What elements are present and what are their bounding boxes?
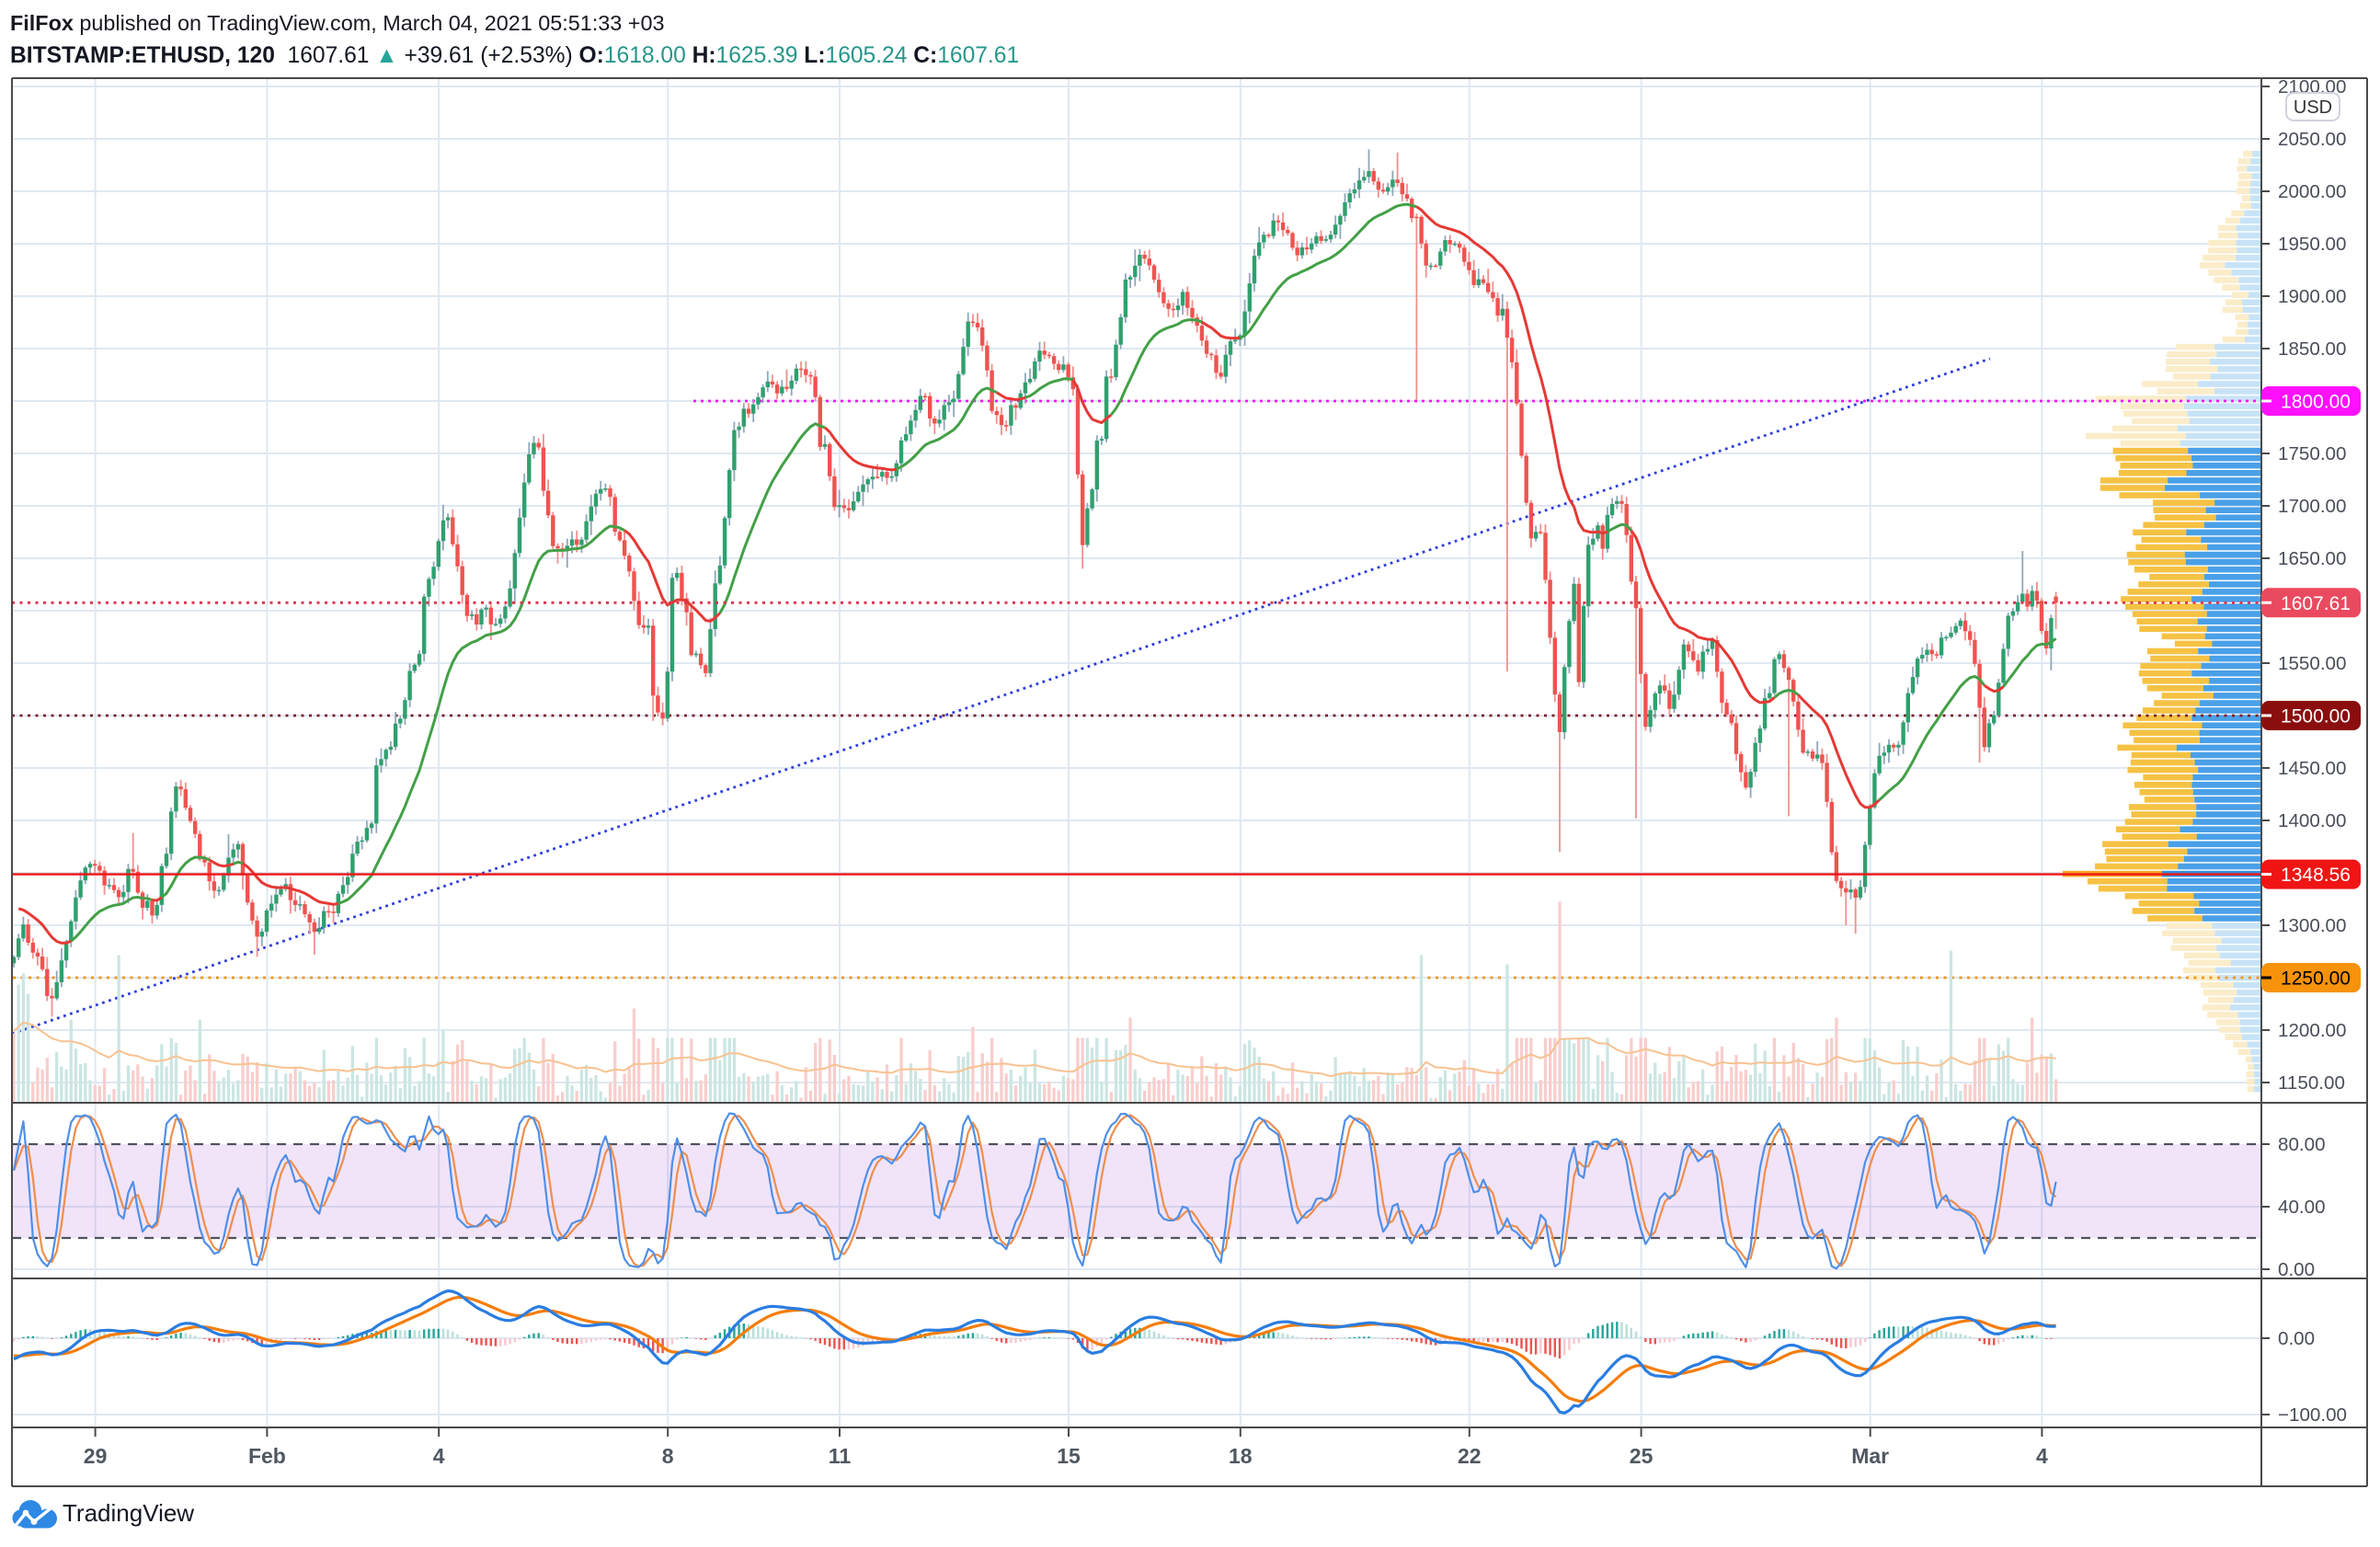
- svg-text:29: 29: [84, 1444, 108, 1468]
- svg-text:1300.00: 1300.00: [2278, 915, 2346, 936]
- svg-text:1550.00: 1550.00: [2278, 653, 2346, 674]
- svg-text:1950.00: 1950.00: [2278, 234, 2346, 255]
- svg-text:1900.00: 1900.00: [2278, 286, 2346, 307]
- svg-text:1348.56: 1348.56: [2281, 865, 2351, 886]
- svg-text:11: 11: [829, 1444, 852, 1468]
- svg-text:Mar: Mar: [1851, 1444, 1889, 1468]
- svg-text:−100.00: −100.00: [2278, 1404, 2347, 1426]
- svg-text:USD: USD: [2294, 97, 2332, 118]
- svg-text:80.00: 80.00: [2278, 1134, 2326, 1155]
- svg-text:1500.00: 1500.00: [2281, 706, 2351, 728]
- svg-text:0.00: 0.00: [2278, 1259, 2315, 1280]
- svg-text:0.00: 0.00: [2278, 1328, 2315, 1349]
- svg-text:4: 4: [433, 1444, 445, 1468]
- svg-text:1800.00: 1800.00: [2281, 392, 2351, 413]
- svg-text:2050.00: 2050.00: [2278, 129, 2346, 150]
- svg-text:40.00: 40.00: [2278, 1197, 2326, 1218]
- svg-text:Feb: Feb: [248, 1444, 286, 1468]
- svg-text:1607.61: 1607.61: [2281, 593, 2351, 614]
- svg-text:1250.00: 1250.00: [2281, 968, 2351, 990]
- svg-text:1650.00: 1650.00: [2278, 548, 2346, 569]
- svg-text:1450.00: 1450.00: [2278, 758, 2346, 779]
- svg-text:1400.00: 1400.00: [2278, 810, 2346, 831]
- svg-text:8: 8: [662, 1444, 674, 1468]
- svg-text:2000.00: 2000.00: [2278, 181, 2346, 202]
- svg-text:1150.00: 1150.00: [2278, 1072, 2345, 1094]
- svg-text:1850.00: 1850.00: [2278, 338, 2346, 360]
- svg-text:18: 18: [1229, 1444, 1253, 1468]
- svg-text:1700.00: 1700.00: [2278, 496, 2346, 517]
- svg-text:1200.00: 1200.00: [2278, 1020, 2346, 1041]
- svg-text:15: 15: [1057, 1444, 1081, 1468]
- svg-text:4: 4: [2036, 1444, 2048, 1468]
- svg-text:1750.00: 1750.00: [2278, 443, 2346, 464]
- svg-text:22: 22: [1458, 1444, 1482, 1468]
- svg-text:25: 25: [1630, 1444, 1653, 1468]
